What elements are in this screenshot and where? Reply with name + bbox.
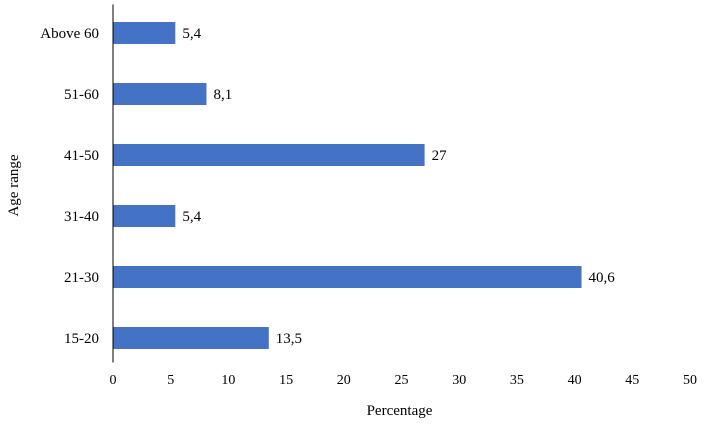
category-label: 21-30 [64,270,99,286]
x-tick-label: 10 [221,373,235,388]
y-axis-title: Age range [6,154,22,216]
x-tick-label: 40 [568,373,582,388]
category-label: Above 60 [40,26,99,42]
category-label: 51-60 [64,87,99,103]
x-tick-label: 0 [110,373,117,388]
data-label: 8,1 [213,87,232,103]
category-label: 15-20 [64,331,99,347]
bar [113,266,582,288]
data-label: 5,4 [182,26,201,42]
data-label: 40,6 [589,270,616,286]
data-label: 13,5 [276,331,302,347]
bar [113,22,176,44]
labels-layer: 5,4 Above 60 8,1 51-60 27 41-50 5,4 31-40 40,6 21… [40,26,615,347]
data-label: 5,4 [182,209,201,225]
bar [113,327,269,349]
category-label: 31-40 [64,209,99,225]
x-tick-label: 5 [167,373,174,388]
x-tick-label: 25 [395,373,409,388]
x-tick-label: 30 [452,373,466,388]
bars-layer [113,22,582,349]
x-tick-label: 20 [337,373,351,388]
category-label: 41-50 [64,148,99,164]
bar [113,144,425,166]
x-ticks-layer: 0 5 10 15 20 25 30 35 40 45 50 [110,373,698,388]
x-tick-label: 35 [510,373,524,388]
x-tick-label: 50 [683,373,697,388]
bar [113,83,207,105]
x-tick-label: 15 [279,373,293,388]
data-label: 27 [432,148,448,164]
x-tick-label: 45 [625,373,639,388]
bar [113,205,176,227]
x-axis-title: Percentage [367,403,433,419]
